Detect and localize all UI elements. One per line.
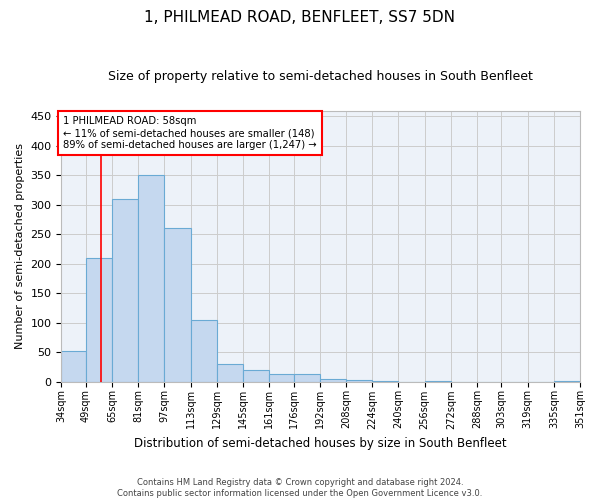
Bar	[61, 351, 86, 382]
Bar	[554, 381, 580, 382]
Bar	[269, 374, 294, 382]
Text: Contains HM Land Registry data © Crown copyright and database right 2024.
Contai: Contains HM Land Registry data © Crown c…	[118, 478, 482, 498]
Text: 1, PHILMEAD ROAD, BENFLEET, SS7 5DN: 1, PHILMEAD ROAD, BENFLEET, SS7 5DN	[145, 10, 455, 25]
Bar	[191, 320, 217, 382]
Bar	[138, 176, 164, 382]
Bar	[243, 370, 269, 382]
X-axis label: Distribution of semi-detached houses by size in South Benfleet: Distribution of semi-detached houses by …	[134, 437, 507, 450]
Bar	[112, 199, 138, 382]
Bar	[425, 381, 451, 382]
Bar	[164, 228, 191, 382]
Bar	[86, 258, 112, 382]
Bar	[372, 381, 398, 382]
Text: 1 PHILMEAD ROAD: 58sqm
← 11% of semi-detached houses are smaller (148)
89% of se: 1 PHILMEAD ROAD: 58sqm ← 11% of semi-det…	[63, 116, 317, 150]
Bar	[320, 378, 346, 382]
Y-axis label: Number of semi-detached properties: Number of semi-detached properties	[15, 143, 25, 349]
Title: Size of property relative to semi-detached houses in South Benfleet: Size of property relative to semi-detach…	[108, 70, 533, 83]
Bar	[294, 374, 320, 382]
Bar	[346, 380, 372, 382]
Bar	[217, 364, 243, 382]
